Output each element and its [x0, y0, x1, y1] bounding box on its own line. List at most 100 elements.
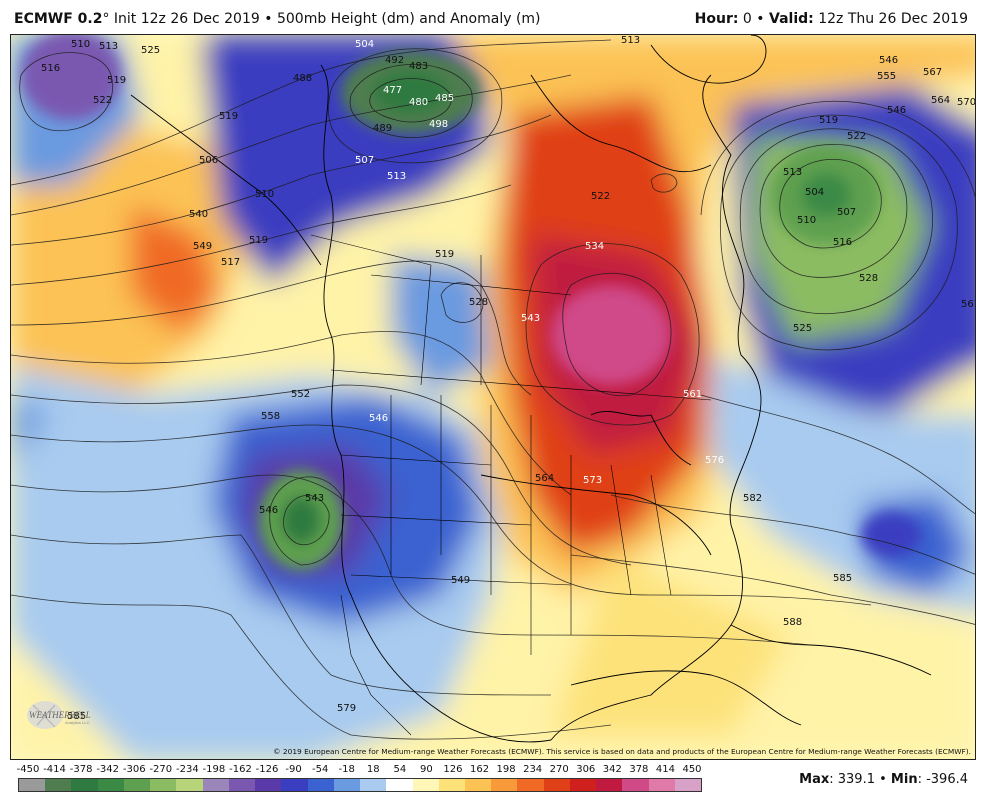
colorbar-tick: -450	[16, 764, 40, 775]
contour-labels: 510 513 516 519 522 525 504 492 483 477 …	[41, 35, 976, 722]
weather-map: 510 513 516 519 522 525 504 492 483 477 …	[10, 34, 976, 760]
contour-label: 507	[837, 207, 856, 218]
colorbar-tick: -306	[122, 764, 146, 775]
contour-label: 561	[683, 389, 702, 400]
colorbar-swatch	[543, 779, 570, 791]
contour-label: 477	[383, 85, 402, 96]
colorbar-swatch	[255, 779, 282, 791]
max-value: : 339.1	[829, 772, 875, 787]
model-name: ECMWF 0.2	[14, 11, 103, 27]
colorbar-tick: -126	[255, 764, 279, 775]
colorbar-tick: -162	[229, 764, 252, 775]
colorbar-tick: -54	[311, 764, 329, 775]
contour-label: 582	[743, 493, 762, 504]
colorbar-tick: 450	[682, 764, 702, 775]
colorbar-tick: 234	[523, 764, 543, 775]
colorbar-ticks: -450 -414 -378 -342 -306 -270 -234 -198 -162 -126…	[16, 762, 702, 776]
colorbar-swatch	[97, 779, 124, 791]
colorbar-swatch	[674, 779, 702, 791]
contour-label: 549	[451, 575, 470, 586]
colorbar-swatch	[307, 779, 334, 791]
contour-label: 543	[521, 313, 540, 324]
separator: •	[259, 11, 277, 27]
contour-label: 516	[833, 237, 852, 248]
contour-label: 528	[469, 297, 488, 308]
contour-label: 489	[373, 123, 392, 134]
colorbar-tick: -378	[69, 764, 93, 775]
height-contours	[11, 39, 975, 740]
contour-label: 519	[249, 235, 268, 246]
contour-label: 519	[107, 75, 126, 86]
colorbar-tick: -198	[202, 764, 226, 775]
contour-label: 525	[793, 323, 812, 334]
contour-label: 517	[221, 257, 240, 268]
colorbar-swatch	[281, 779, 308, 791]
svg-text:Analytics LLC: Analytics LLC	[65, 720, 90, 725]
contour-label: 510	[255, 189, 274, 200]
min-label: Min	[890, 772, 918, 787]
contour-label: 573	[583, 475, 602, 486]
colorbar-swatches	[18, 778, 702, 792]
colorbar-swatch	[360, 779, 387, 791]
product-name: 500mb Height (dm) and Anomaly (m)	[276, 11, 541, 27]
contour-label: 540	[189, 209, 208, 220]
contour-label: 576	[705, 455, 724, 466]
contour-label: 513	[99, 41, 118, 52]
contour-label: 519	[819, 115, 838, 126]
contour-label: 510	[797, 215, 816, 226]
valid-value: 12z Thu 26 Dec 2019	[813, 11, 968, 27]
contour-label: 513	[621, 35, 640, 46]
colorbar-swatch	[19, 779, 46, 791]
contour-label: 546	[879, 55, 898, 66]
field-stats: Max: 339.1 • Min: -396.4	[799, 772, 968, 787]
borders	[310, 234, 712, 736]
hour-value: 0	[738, 11, 752, 27]
contour-label: 528	[859, 273, 878, 284]
colorbar-swatch	[45, 779, 72, 791]
colorbar-swatch	[123, 779, 151, 791]
init-time: Init 12z 26 Dec 2019	[109, 11, 260, 27]
colorbar-swatch	[464, 779, 492, 791]
colorbar-swatch	[517, 779, 544, 791]
contour-label: 585	[67, 711, 86, 722]
contour-label: 567	[961, 299, 976, 310]
contour-label: 485	[435, 93, 454, 104]
separator: •	[751, 11, 770, 27]
contour-label: 552	[291, 389, 310, 400]
colorbar-tick: -234	[176, 764, 199, 775]
colorbar-swatch	[150, 779, 177, 791]
colorbar-tick: 342	[602, 764, 622, 775]
colorbar: -450 -414 -378 -342 -306 -270 -234 -198 -162 -126…	[16, 762, 702, 800]
hour-label: Hour:	[694, 11, 739, 27]
colorbar-tick: -414	[43, 764, 66, 775]
anomaly-field: 510 513 516 519 522 525 504 492 483 477 …	[11, 35, 976, 759]
contour-label: 507	[355, 155, 374, 166]
colorbar-swatch	[176, 779, 203, 791]
svg-text:WEATHERBELL: WEATHERBELL	[29, 710, 91, 720]
contour-label: 585	[833, 573, 852, 584]
colorbar-tick: 18	[366, 764, 380, 775]
colorbar-swatch	[596, 779, 623, 791]
contour-label: 555	[877, 71, 896, 82]
separator: •	[874, 772, 891, 787]
header: ECMWF 0.2° Init 12z 26 Dec 2019 • 500mb …	[0, 0, 986, 34]
logo-graphic: WEATHERBELL Analytics LLC	[27, 701, 91, 729]
degree-symbol: °	[102, 11, 110, 27]
contour-label: 513	[387, 171, 406, 182]
colorbar-tick: 162	[469, 764, 490, 775]
colorbar-swatch	[333, 779, 361, 791]
contour-label: 522	[93, 95, 112, 106]
contour-label: 504	[805, 187, 824, 198]
contour-label: 570	[957, 97, 976, 108]
contour-label: 558	[261, 411, 280, 422]
contour-label: 564	[535, 473, 554, 484]
colorbar-swatch	[648, 779, 675, 791]
colorbar-tick: 198	[496, 764, 516, 775]
contour-label: 522	[847, 131, 866, 142]
colorbar-tick: -18	[338, 764, 355, 775]
contour-label: 549	[193, 241, 212, 252]
contour-label: 588	[783, 617, 802, 628]
contour-label: 579	[337, 703, 356, 714]
min-value: : -396.4	[917, 772, 968, 787]
map-title: ECMWF 0.2° Init 12z 26 Dec 2019 • 500mb …	[14, 11, 541, 27]
